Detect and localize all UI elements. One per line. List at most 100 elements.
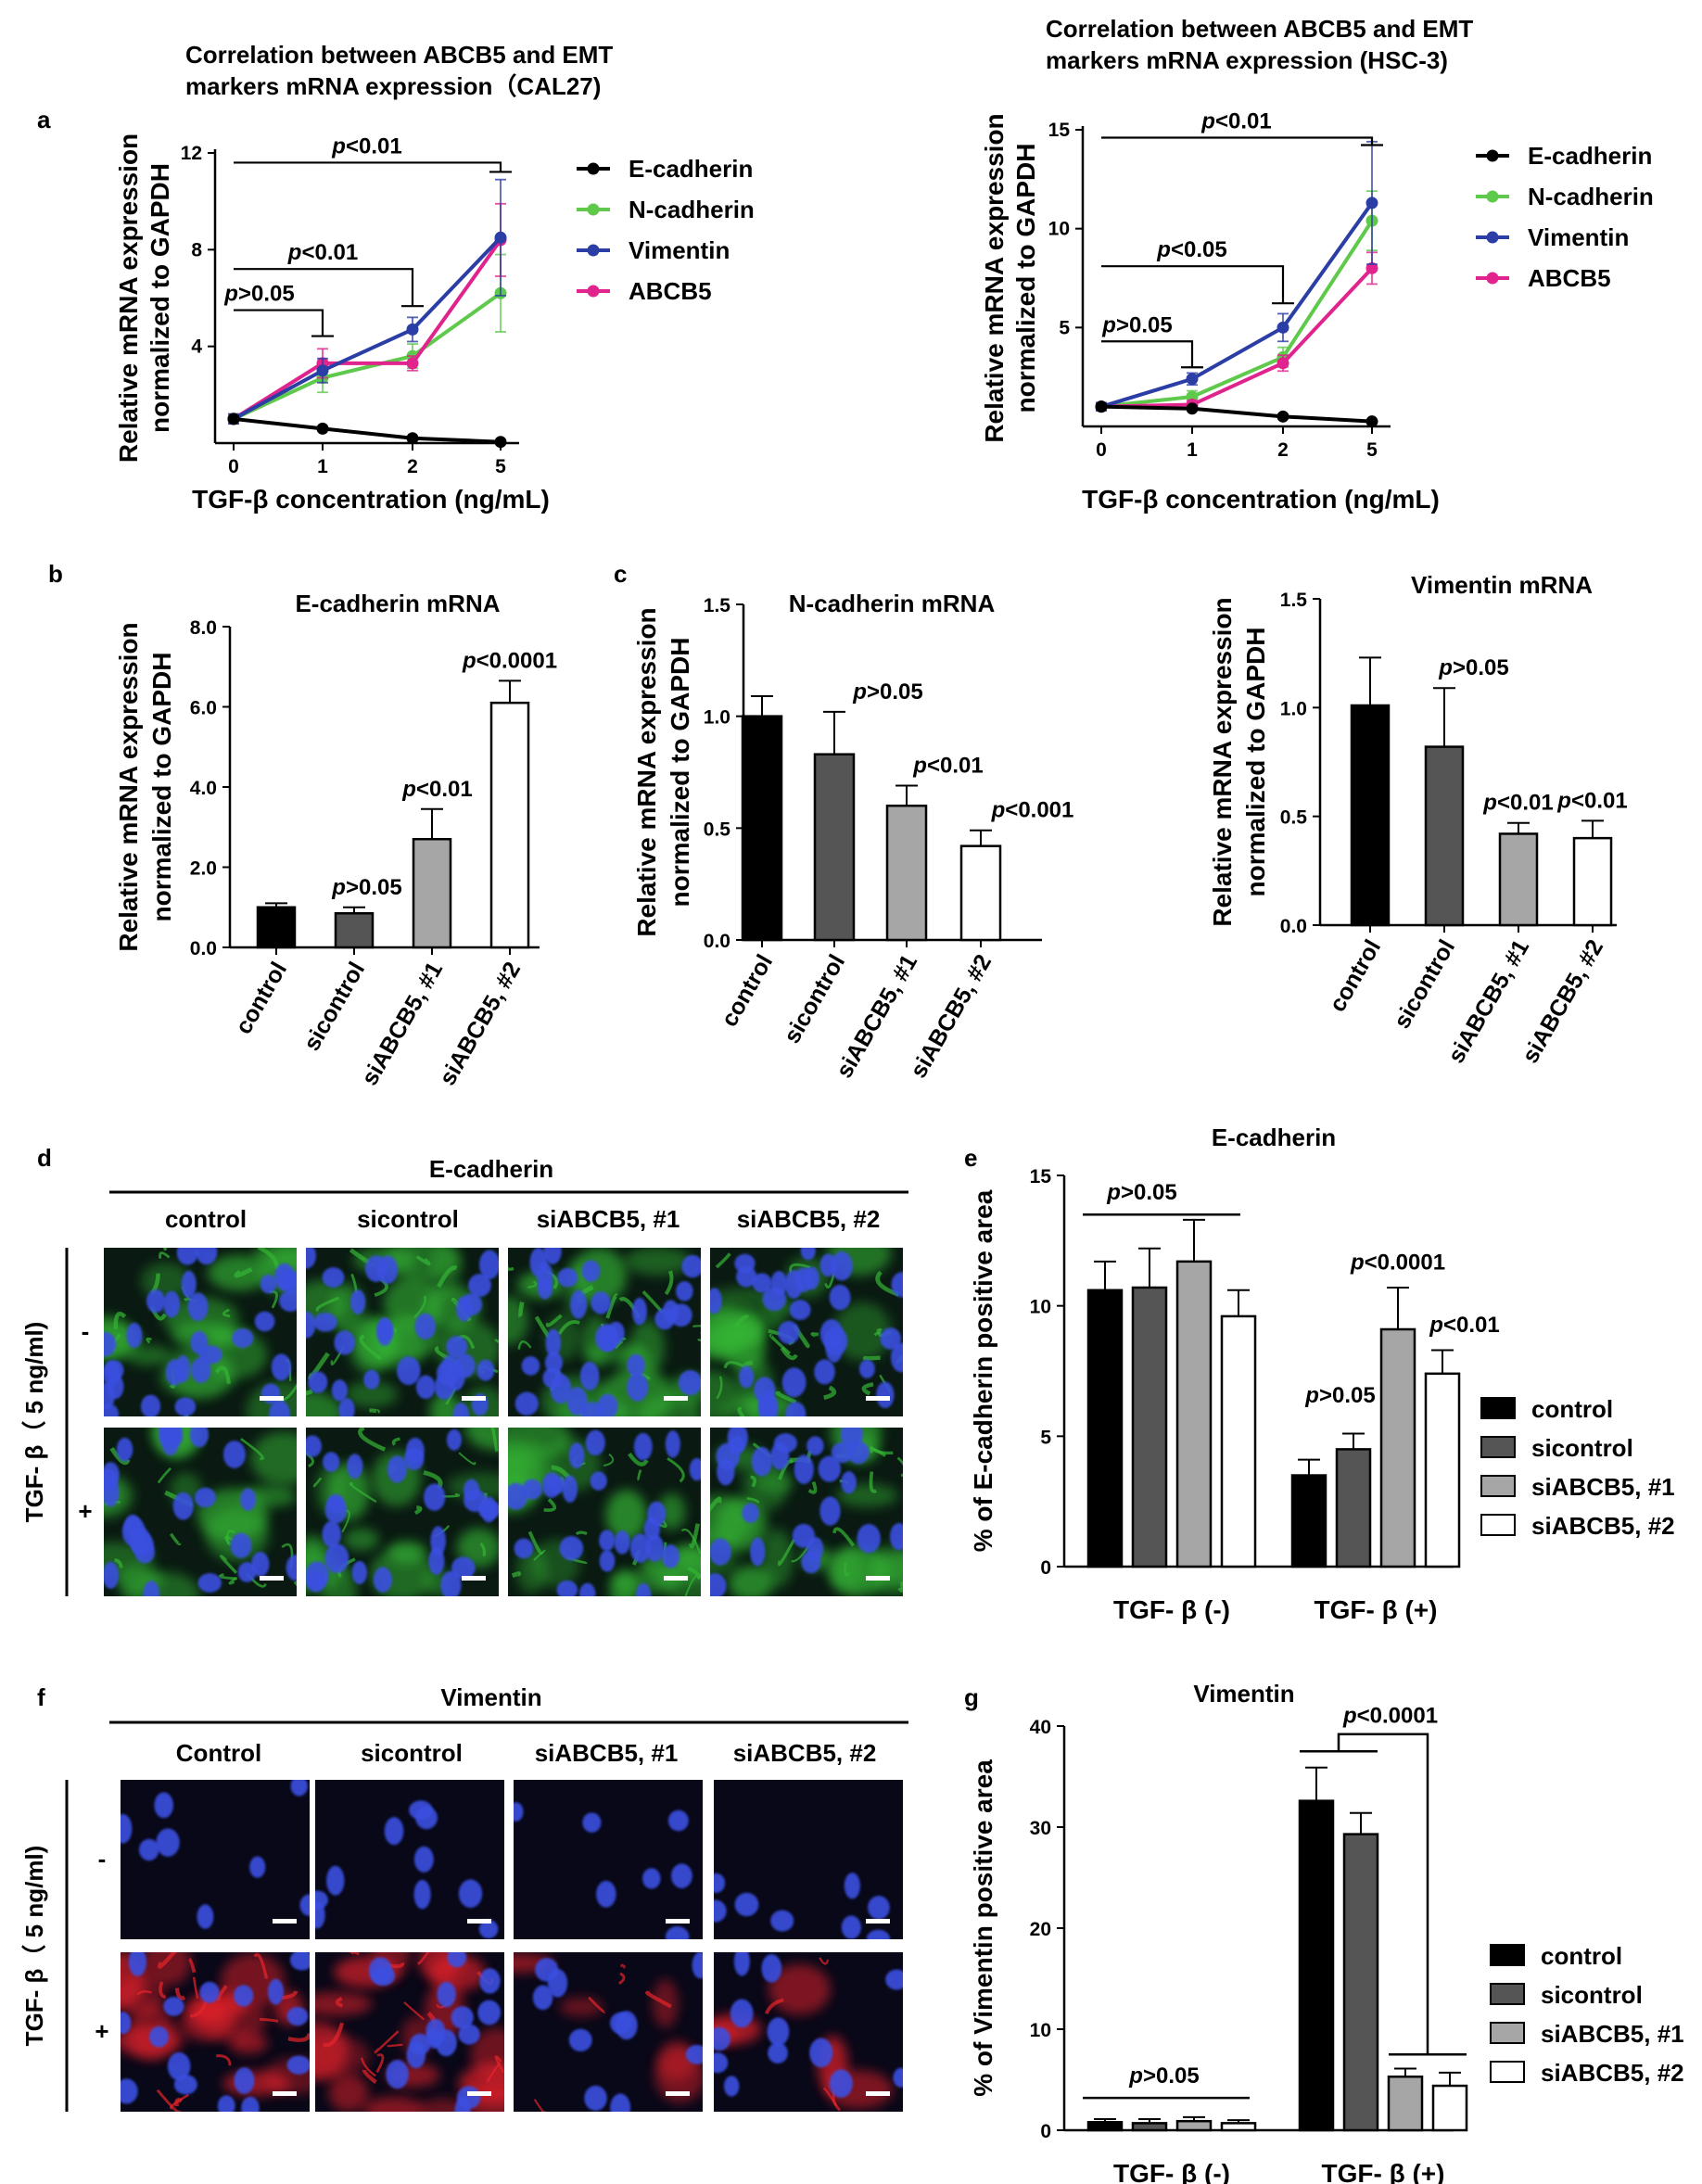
chart-title: E-cadherin mRNA xyxy=(295,590,500,617)
bar-control xyxy=(1290,1474,1327,1568)
data-point xyxy=(1186,373,1199,386)
legend-marker xyxy=(1486,231,1499,244)
bar-2 xyxy=(1498,832,1539,927)
bar-0 xyxy=(1350,704,1391,927)
column-label: Control xyxy=(176,1739,261,1767)
micrograph-image xyxy=(315,1952,504,2112)
x-tick-label: siABCB5, #2 xyxy=(906,950,997,1083)
x-category-label: TGF- β (+) xyxy=(1315,1595,1438,1624)
legend-label: ABCB5 xyxy=(629,277,712,305)
y-tick-label: 40 xyxy=(1030,1717,1051,1738)
micrograph-image xyxy=(121,1952,310,2112)
y-tick-label: 1.5 xyxy=(704,595,731,616)
scale-bar xyxy=(462,1576,486,1581)
significance-bracket xyxy=(1101,265,1285,304)
scale-bar xyxy=(866,1576,890,1581)
scale-bar xyxy=(664,1576,688,1581)
legend-swatch xyxy=(1480,1514,1516,1536)
micrograph-image xyxy=(315,1780,504,1939)
scale-bar xyxy=(866,2091,890,2096)
micrograph-image xyxy=(104,1248,297,1416)
significance-label: p<0.0001 xyxy=(462,648,557,673)
legend-label: control xyxy=(1541,1942,1622,1970)
significance-label: p>0.05 xyxy=(1438,655,1508,680)
y-axis-label: Relative mRNA expression xyxy=(980,113,1009,442)
legend-label: E-cadherin xyxy=(1528,142,1652,170)
y-axis-label: normalized to GAPDH xyxy=(666,638,694,908)
data-point xyxy=(494,436,507,449)
bar-control xyxy=(1298,1799,1335,2132)
y-tick-label: 4.0 xyxy=(190,778,217,799)
bar-siabcb52 xyxy=(1220,1314,1257,1568)
y-tick-label: 2.0 xyxy=(190,858,217,880)
scale-bar xyxy=(273,1919,297,1924)
y-tick-label: 15 xyxy=(1030,1166,1052,1187)
bar-3 xyxy=(1572,836,1613,927)
legend-label: sicontrol xyxy=(1541,1981,1643,2009)
panel-letter-d: d xyxy=(37,1144,52,1172)
scale-bar xyxy=(260,1396,284,1401)
micrograph-image xyxy=(714,1952,903,2112)
significance-bracket xyxy=(234,161,502,172)
micrograph-image xyxy=(121,1780,310,1939)
y-tick-label: 10 xyxy=(1030,2020,1051,2041)
chart-title-line: markers mRNA expression (HSC-3) xyxy=(1046,46,1448,74)
column-label: control xyxy=(165,1205,247,1233)
legend-swatch xyxy=(1480,1475,1516,1497)
bar-sicontrol xyxy=(1131,1286,1168,1568)
x-tick-label: 2 xyxy=(1277,439,1289,461)
significance-label: p<0.01 xyxy=(401,777,472,802)
data-point xyxy=(316,422,329,435)
micrograph-image xyxy=(306,1248,499,1416)
significance-label: p<0.0001 xyxy=(1350,1250,1445,1275)
bar-siabcb51 xyxy=(1387,2075,1424,2132)
significance-label: p<0.01 xyxy=(331,133,401,159)
column-label: siABCB5, #1 xyxy=(537,1205,680,1233)
significance-label: p>0.05 xyxy=(1304,1383,1375,1408)
x-tick-label: siABCB5, #2 xyxy=(1518,935,1609,1068)
x-tick-label: 0 xyxy=(1096,439,1107,461)
y-tick-label: 5 xyxy=(1040,1427,1051,1448)
y-tick-label: 12 xyxy=(181,143,202,164)
y-axis-label: normalized to GAPDH xyxy=(147,653,176,922)
significance-label: p>0.05 xyxy=(1101,312,1172,337)
column-label: sicontrol xyxy=(357,1205,459,1233)
bar-1 xyxy=(334,911,375,949)
panel-letter-b: b xyxy=(48,560,63,588)
y-axis-label: normalized to GAPDH xyxy=(1241,628,1270,897)
x-category-label: TGF- β (-) xyxy=(1113,2159,1230,2184)
significance-bracket xyxy=(1337,1733,1429,2055)
row-label: - xyxy=(98,1845,107,1873)
y-tick-label: 0.5 xyxy=(1280,807,1308,829)
x-tick-label: 0 xyxy=(228,456,239,477)
series-line-e-cadherin xyxy=(1100,404,1373,424)
image-background xyxy=(315,1780,504,1939)
chart-title: N-cadherin mRNA xyxy=(789,590,996,617)
micrograph-image xyxy=(104,1428,297,1596)
row-axis-label: TGF- β（ 5 ng/ml) xyxy=(20,1846,48,2047)
significance-bracket xyxy=(234,268,414,307)
data-point xyxy=(1276,321,1289,334)
data-point xyxy=(494,231,507,244)
bar-siabcb52 xyxy=(1431,2084,1468,2132)
scale-bar xyxy=(467,2091,491,2096)
scale-bar xyxy=(666,2091,690,2096)
bar-0 xyxy=(741,715,783,942)
legend-marker xyxy=(587,203,600,216)
series-line-vimentin xyxy=(1100,201,1374,409)
bar-1 xyxy=(813,753,856,942)
y-axis-label: % of Vimentin positive area xyxy=(969,1759,997,2097)
image-background xyxy=(514,1780,703,1939)
significance-label: p<0.01 xyxy=(1200,109,1271,134)
legend-marker xyxy=(587,162,600,175)
bar-sicontrol xyxy=(1342,1833,1379,2132)
legend-label: E-cadherin xyxy=(629,155,753,183)
bar-3 xyxy=(959,844,1002,942)
chart-title-line: Correlation between ABCB5 and EMT xyxy=(1046,15,1473,43)
y-tick-label: 0.0 xyxy=(1280,916,1307,937)
significance-label: p>0.05 xyxy=(1128,2063,1199,2089)
series-line-n-cadherin xyxy=(233,291,502,421)
scale-bar xyxy=(666,1919,690,1924)
significance-label: p<0.0001 xyxy=(1342,1704,1438,1729)
chart-b-ecadherin-mrna: E-cadherin mRNA 0.0 2.0 4.0 6.0 8.0 Relative m… xyxy=(114,590,557,1090)
